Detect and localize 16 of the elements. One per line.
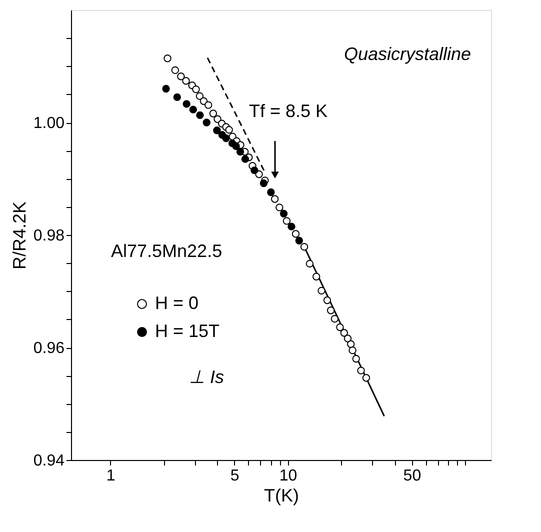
x-tick-label: 5 <box>230 468 240 484</box>
y-tick-label: 0.96 <box>33 340 65 357</box>
y-tick-label: 1.00 <box>33 115 65 132</box>
y-tick-label: 0.98 <box>33 228 65 244</box>
legend-label: H = 15T <box>155 321 220 341</box>
annotation: Tf = 8.5 K <box>249 101 328 121</box>
annotation: ⊥ Is <box>189 367 224 387</box>
x-tick-label: 50 <box>403 468 422 484</box>
y-axis-title: R/R4.2K <box>9 201 30 270</box>
annotation: Quasicrystalline <box>344 44 471 64</box>
x-tick-label: 10 <box>279 468 298 484</box>
x-tick-label: 1 <box>106 468 116 484</box>
annotation: Al77.5Mn22.5 <box>111 241 222 261</box>
x-axis-title: T(K) <box>264 486 299 506</box>
y-tick-label: 0.94 <box>33 452 65 470</box>
legend-label: H = 0 <box>155 293 199 313</box>
